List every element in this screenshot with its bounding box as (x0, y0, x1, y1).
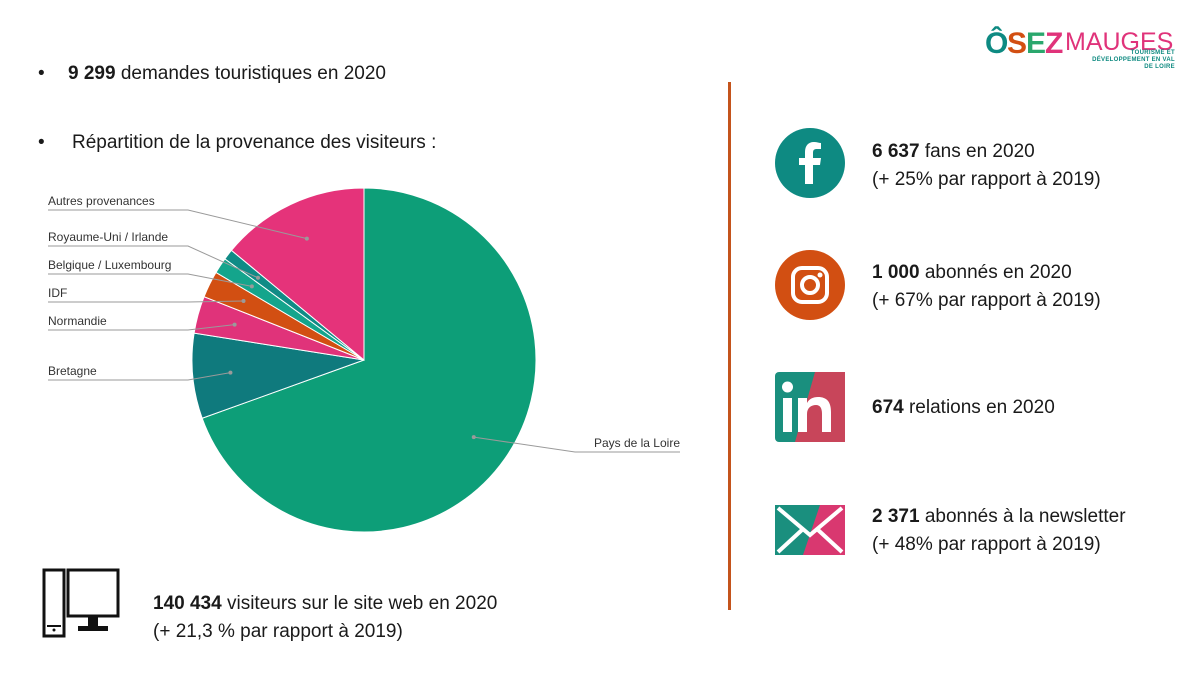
leader-line (48, 372, 231, 381)
newsletter-stat: 2 371 abonnés à la newsletter (+ 48% par… (872, 503, 1126, 559)
leader-line (473, 436, 680, 453)
linkedin-number: 674 (872, 397, 904, 418)
leader-line (48, 300, 244, 303)
logo-text-mauges: MAUGES (1065, 28, 1173, 56)
bullet-dot: • (38, 63, 45, 84)
bullet-origin: • Répartition de la provenance des visit… (38, 132, 436, 154)
pie-label: Normandie (48, 314, 107, 328)
facebook-icon (775, 128, 845, 198)
osez-mauges-logo: Ô S E Z MAUGES TOURISME ET DÉVELOPPEMENT… (985, 20, 1180, 70)
linkedin-stat: 674 relations en 2020 (872, 394, 1055, 422)
bullet-dot: • (38, 132, 45, 153)
pie-chart: Pays de la Loire Bretagne Normandie IDF Belg… (48, 187, 680, 533)
website-text: visiteurs sur le site web en 2020 (226, 593, 498, 614)
pie-label: Royaume-Uni / Irlande (48, 230, 168, 244)
pie-label: IDF (48, 286, 67, 300)
facebook-text: fans en 2020 (924, 141, 1035, 162)
website-number: 140 434 (153, 593, 222, 614)
pie-label: Belgique / Luxembourg (48, 258, 171, 272)
logo-text-e: E (1026, 27, 1046, 60)
facebook-stat: 6 637 fans en 2020 (+ 25% par rapport à … (872, 138, 1101, 194)
logo-text-s: S (1007, 27, 1027, 60)
pie-slice-autres-provenances (230, 187, 365, 362)
newsletter-text: abonnés à la newsletter (924, 506, 1126, 527)
vertical-divider (728, 82, 731, 610)
envelope-icon (775, 505, 845, 555)
leader-line (48, 273, 252, 287)
newsletter-sub: (+ 48% par rapport à 2019) (872, 534, 1101, 555)
leader-line (48, 245, 259, 279)
logo-text-z: Z (1045, 27, 1063, 60)
linkedin-icon (775, 372, 845, 442)
origin-heading: Répartition de la provenance des visiteu… (72, 132, 437, 153)
leader-line (48, 324, 235, 331)
logo-mark: Ô S E Z MAUGES (985, 26, 1173, 60)
requests-text: demandes touristiques en 2020 (120, 63, 386, 84)
logo-text-o: Ô (985, 26, 1008, 60)
instagram-icon (775, 250, 845, 320)
newsletter-number: 2 371 (872, 506, 920, 527)
instagram-sub: (+ 67% par rapport à 2019) (872, 290, 1101, 311)
pie-label: Bretagne (48, 364, 97, 378)
facebook-sub: (+ 25% par rapport à 2019) (872, 169, 1101, 190)
logo-tagline: TOURISME ET DÉVELOPPEMENT EN VAL DE LOIR… (1092, 50, 1175, 70)
leader-line (48, 209, 307, 240)
instagram-stat: 1 000 abonnés en 2020 (+ 67% par rapport… (872, 259, 1101, 315)
facebook-number: 6 637 (872, 141, 920, 162)
pie-slice-pays-de-la-loire (201, 187, 537, 533)
bullet-requests: • 9 299 demandes touristiques en 2020 (38, 63, 386, 85)
desktop-computer-icon (42, 566, 122, 642)
linkedin-text: relations en 2020 (908, 397, 1055, 418)
website-stat: 140 434 visiteurs sur le site web en 202… (153, 590, 497, 646)
pie-label: Pays de la Loire (594, 436, 680, 450)
instagram-text: abonnés en 2020 (924, 262, 1072, 283)
pie-label: Autres provenances (48, 194, 155, 208)
website-sub: (+ 21,3 % par rapport à 2019) (153, 621, 403, 642)
requests-number: 9 299 (68, 63, 116, 84)
instagram-number: 1 000 (872, 262, 920, 283)
